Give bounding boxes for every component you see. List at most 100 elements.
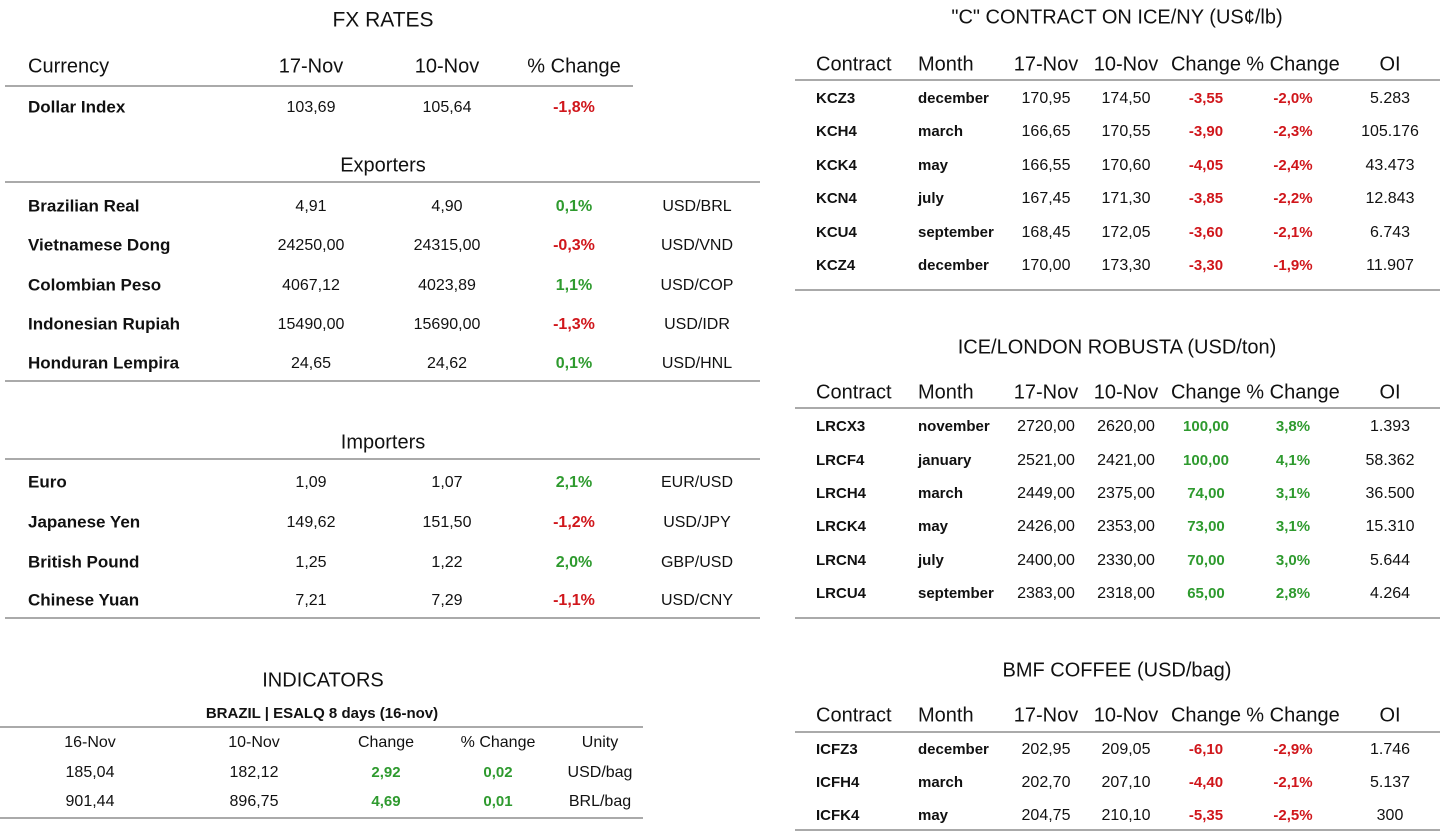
cell: EUR/USD (661, 474, 733, 491)
cell: 170,00 (1022, 257, 1071, 274)
row-name: LRCK4 (816, 518, 867, 535)
column-header: 17-Nov (1014, 53, 1078, 75)
cell: 166,55 (1022, 157, 1071, 174)
column-header: Unity (582, 734, 618, 751)
cell: 24315,00 (414, 237, 481, 254)
cell: 2318,00 (1097, 585, 1155, 602)
cell: september (918, 585, 994, 602)
cell: 2449,00 (1017, 485, 1075, 502)
row-name: KCU4 (816, 224, 857, 241)
cell: USD/JPY (663, 514, 731, 531)
section-title: "C" CONTRACT ON ICE/NY (US¢/lb) (951, 6, 1282, 28)
cell: 1,09 (295, 474, 326, 491)
cell: 2375,00 (1097, 485, 1155, 502)
cell: -4,05 (1189, 157, 1223, 174)
cell: 100,00 (1183, 452, 1229, 469)
cell: -5,35 (1189, 807, 1223, 824)
cell: -2,5% (1273, 807, 1312, 824)
cell: 166,65 (1022, 123, 1071, 140)
cell: 12.843 (1366, 190, 1415, 207)
row-name: Honduran Lempira (28, 353, 180, 372)
column-header: 17-Nov (1014, 704, 1078, 726)
cell: 1.746 (1370, 741, 1410, 758)
cell: -2,3% (1273, 123, 1312, 140)
cell: 15690,00 (414, 316, 481, 333)
cell: 2353,00 (1097, 518, 1155, 535)
cell: 3,8% (1276, 418, 1310, 435)
row-name: KCK4 (816, 157, 857, 174)
cell: november (918, 418, 990, 435)
row-name: Indonesian Rupiah (28, 314, 180, 333)
cell: -1,9% (1273, 257, 1312, 274)
cell: 151,50 (423, 514, 472, 531)
cell: 100,00 (1183, 418, 1229, 435)
cell: 73,00 (1187, 518, 1225, 535)
cell: USD/VND (661, 237, 733, 254)
cell: 2330,00 (1097, 552, 1155, 569)
cell: 1.393 (1370, 418, 1410, 435)
column-header: 10-Nov (415, 55, 479, 77)
cell: USD/IDR (664, 316, 730, 333)
row-name: ICFH4 (816, 774, 860, 791)
cell: 4067,12 (282, 277, 340, 294)
cell: 24250,00 (278, 237, 345, 254)
column-header: 17-Nov (279, 55, 343, 77)
cell: -2,0% (1273, 90, 1312, 107)
column-header: 10-Nov (1094, 381, 1158, 403)
cell: 5.283 (1370, 90, 1410, 107)
cell: 65,00 (1187, 585, 1225, 602)
cell: may (918, 807, 949, 824)
column-header: 10-Nov (228, 734, 280, 751)
cell: 0,01 (483, 793, 512, 810)
row-name: Dollar Index (28, 97, 126, 116)
cell: 6.743 (1370, 224, 1410, 241)
cell: -2,2% (1273, 190, 1312, 207)
column-header: Change (1171, 704, 1241, 726)
column-header: Month (918, 53, 974, 75)
cell: 171,30 (1102, 190, 1151, 207)
cell: december (918, 90, 989, 107)
cell: 15490,00 (278, 316, 345, 333)
cell: 204,75 (1022, 807, 1071, 824)
cell: 3,1% (1276, 485, 1310, 502)
section-title: BMF COFFEE (USD/bag) (1003, 659, 1232, 681)
cell: USD/bag (568, 764, 633, 781)
column-header: % Change (1246, 704, 1339, 726)
row-name: Chinese Yuan (28, 590, 139, 609)
column-header: Contract (816, 704, 892, 726)
cell: 4,69 (371, 793, 400, 810)
cell: 170,60 (1102, 157, 1151, 174)
cell: 896,75 (230, 793, 279, 810)
cell: 300 (1377, 807, 1404, 824)
cell: may (918, 157, 949, 174)
cell: 24,65 (291, 355, 331, 372)
subtitle: BRAZIL | ESALQ 8 days (16-nov) (206, 705, 438, 722)
cell: 167,45 (1022, 190, 1071, 207)
cell: -2,9% (1273, 741, 1312, 758)
cell: 2620,00 (1097, 418, 1155, 435)
column-header: 10-Nov (1094, 704, 1158, 726)
row-name: LRCU4 (816, 585, 867, 602)
cell: 2426,00 (1017, 518, 1075, 535)
group-title: Exporters (340, 154, 426, 176)
row-name: ICFZ3 (816, 741, 858, 758)
column-header: OI (1379, 381, 1400, 403)
column-header: 17-Nov (1014, 381, 1078, 403)
cell: 4.264 (1370, 585, 1410, 602)
cell: -1,8% (553, 99, 595, 116)
group-title: Importers (341, 431, 425, 453)
cell: 202,70 (1022, 774, 1071, 791)
row-name: Japanese Yen (28, 512, 140, 531)
cell: USD/HNL (662, 355, 732, 372)
cell: 5.137 (1370, 774, 1410, 791)
row-name: ICFK4 (816, 807, 860, 824)
cell: 103,69 (287, 99, 336, 116)
cell: -1,2% (553, 514, 595, 531)
cell: GBP/USD (661, 554, 733, 571)
cell: -2,1% (1273, 224, 1312, 241)
row-name: LRCN4 (816, 552, 867, 569)
cell: 105.176 (1361, 123, 1419, 140)
cell: december (918, 741, 989, 758)
cell: 7,29 (431, 592, 462, 609)
